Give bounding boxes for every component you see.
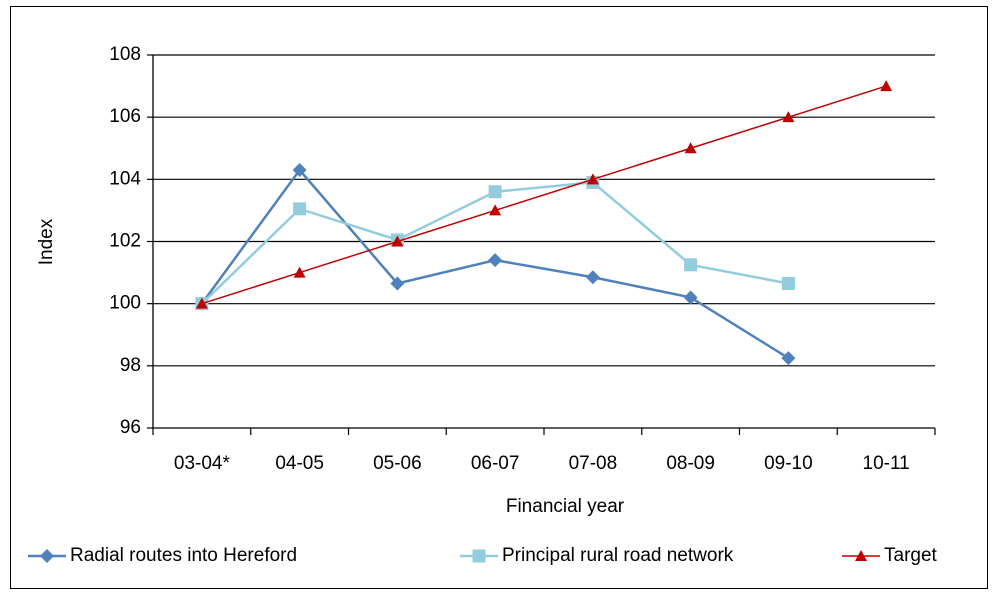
x-tick-label: 09-10 xyxy=(764,453,813,474)
x-tick-label: 07-08 xyxy=(569,453,618,474)
data-point-triangle xyxy=(586,173,599,185)
y-axis-title: Index xyxy=(36,218,57,265)
series-lines xyxy=(194,80,893,366)
legend-label: Target xyxy=(884,545,938,566)
y-tick-label: 100 xyxy=(109,293,141,314)
data-point-diamond xyxy=(585,270,600,285)
x-tick-label: 03-04* xyxy=(174,453,231,474)
data-point-diamond xyxy=(40,549,54,563)
data-point-square xyxy=(781,276,795,290)
y-tick-label: 98 xyxy=(120,355,141,376)
y-tick-label: 106 xyxy=(109,106,141,127)
gridlines xyxy=(153,54,935,367)
axes xyxy=(147,54,936,435)
data-point-triangle xyxy=(782,111,795,123)
x-tick-label: 10-11 xyxy=(863,453,910,474)
x-tick-label: 04-05 xyxy=(275,453,324,474)
data-point-triangle xyxy=(489,204,502,216)
data-point-triangle xyxy=(684,142,697,154)
legend-entry: Radial routes into Hereford xyxy=(28,545,297,566)
chart-frame xyxy=(10,6,988,589)
data-point-diamond xyxy=(683,290,698,305)
data-point-diamond xyxy=(781,351,796,366)
y-tick-label: 102 xyxy=(109,231,141,252)
series-line xyxy=(201,85,887,305)
series-line xyxy=(201,181,789,305)
data-point-diamond xyxy=(292,163,307,178)
x-tick-label: 05-06 xyxy=(373,453,422,474)
data-point-triangle xyxy=(293,266,306,278)
data-point-triangle xyxy=(855,550,867,561)
data-point-triangle xyxy=(195,297,208,309)
y-tick-label: 96 xyxy=(120,417,141,438)
series-principal-rural-road-network xyxy=(195,175,795,311)
y-tick-label: 104 xyxy=(109,168,141,189)
data-point-square xyxy=(684,258,698,272)
data-point-square xyxy=(293,202,307,216)
legend-label: Radial routes into Hereford xyxy=(70,545,297,566)
legend: Radial routes into Hereford Principal rur… xyxy=(28,545,938,566)
data-point-triangle xyxy=(391,235,404,247)
x-tick-label: 06-07 xyxy=(471,453,520,474)
data-point-triangle xyxy=(880,80,893,92)
data-point-diamond xyxy=(390,276,405,291)
data-point-square xyxy=(472,549,486,563)
y-tick-label: 108 xyxy=(109,44,141,65)
data-point-diamond xyxy=(488,253,503,268)
series-target xyxy=(195,80,893,309)
legend-entry: Principal rural road network xyxy=(460,545,734,566)
legend-label: Principal rural road network xyxy=(502,545,734,566)
tick-labels: 96 98 100 102 104 106 108 03-04* 04-05 05-06 06-07… xyxy=(109,44,909,474)
x-tick-label: 08-09 xyxy=(666,453,715,474)
legend-entry: Target xyxy=(842,545,938,566)
data-point-square xyxy=(488,185,502,199)
x-axis-title: Financial year xyxy=(506,496,625,517)
